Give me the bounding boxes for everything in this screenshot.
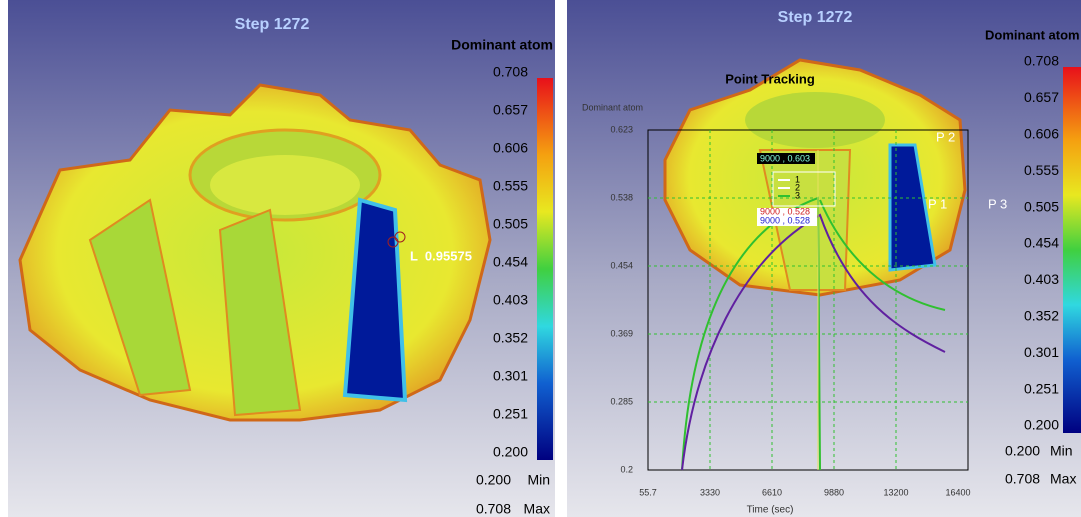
point-label: P 1 — [928, 196, 947, 211]
y-tick-label: 0.285 — [610, 396, 633, 406]
scale-label: 0.606 — [493, 140, 528, 156]
x-tick-label: 16400 — [945, 487, 970, 497]
colorbar — [1063, 67, 1081, 433]
step-title: Step 1272 — [235, 16, 310, 33]
y-tick-label: 0.369 — [610, 328, 633, 338]
scale-label: 0.251 — [1024, 380, 1059, 396]
scale-label: 0.301 — [493, 368, 528, 384]
x-tick-label: 6610 — [762, 487, 782, 497]
scale-label: 0.657 — [1024, 89, 1059, 105]
scale-label: 0.505 — [1024, 198, 1059, 214]
x-tick-label: 13200 — [883, 487, 908, 497]
plot-y-label: Dominant atom — [582, 102, 643, 112]
scale-label: 0.555 — [1024, 162, 1059, 178]
plot-title: Point Tracking — [725, 71, 815, 86]
scale-label: 0.657 — [493, 102, 528, 118]
screen: Step 1272 Dominant atom L 0.95575 0.200 … — [0, 0, 1081, 517]
x-tick-label: 9880 — [824, 487, 844, 497]
x-tick-label: 55.7 — [639, 487, 657, 497]
min-label: Min — [527, 472, 550, 488]
scale-label: 0.200 — [1024, 417, 1059, 433]
scale-label: 0.403 — [493, 292, 528, 308]
legend-title: Dominant atom — [451, 37, 553, 53]
probe-label: L 0.95575 — [410, 248, 472, 263]
scale-label: 0.352 — [493, 330, 528, 346]
point-label: P 2 — [936, 129, 955, 144]
legend-label: 3 — [795, 190, 800, 200]
max-label: Max — [1050, 471, 1076, 487]
colorbar — [537, 78, 553, 460]
max-label: Max — [524, 501, 550, 517]
legend-title: Dominant atom — [985, 27, 1080, 42]
min-label: Min — [1050, 443, 1073, 459]
scale-label: 0.606 — [1024, 126, 1059, 142]
min-value: 0.200 — [476, 472, 511, 488]
y-tick-label: 0.538 — [610, 192, 633, 202]
readout: 9000 , 0.528 — [760, 215, 810, 225]
scale-label: 0.555 — [493, 178, 528, 194]
y-tick-label: 0.454 — [610, 260, 633, 270]
scale-label: 0.708 — [1024, 53, 1059, 69]
max-value: 0.708 — [476, 501, 511, 517]
scale-label: 0.505 — [493, 216, 528, 232]
scale-label: 0.454 — [1024, 235, 1059, 251]
plot-x-label: Time (sec) — [747, 505, 794, 516]
scale-label: 0.708 — [493, 64, 528, 80]
y-tick-label: 0.623 — [610, 124, 633, 134]
scale-label: 0.352 — [1024, 308, 1059, 324]
scale-label: 0.301 — [1024, 344, 1059, 360]
scale-label: 0.251 — [493, 406, 528, 422]
point-label: P 3 — [988, 196, 1007, 211]
min-value: 0.200 — [1005, 443, 1040, 459]
scale-label: 0.454 — [493, 254, 528, 270]
readout: 9000 , 0.603 — [760, 153, 810, 163]
max-value: 0.708 — [1005, 471, 1040, 487]
x-tick-label: 3330 — [700, 487, 720, 497]
y-tick-label: 0.2 — [620, 464, 633, 474]
scale-label: 0.403 — [1024, 271, 1059, 287]
scale-label: 0.200 — [493, 444, 528, 460]
step-title: Step 1272 — [778, 9, 853, 26]
